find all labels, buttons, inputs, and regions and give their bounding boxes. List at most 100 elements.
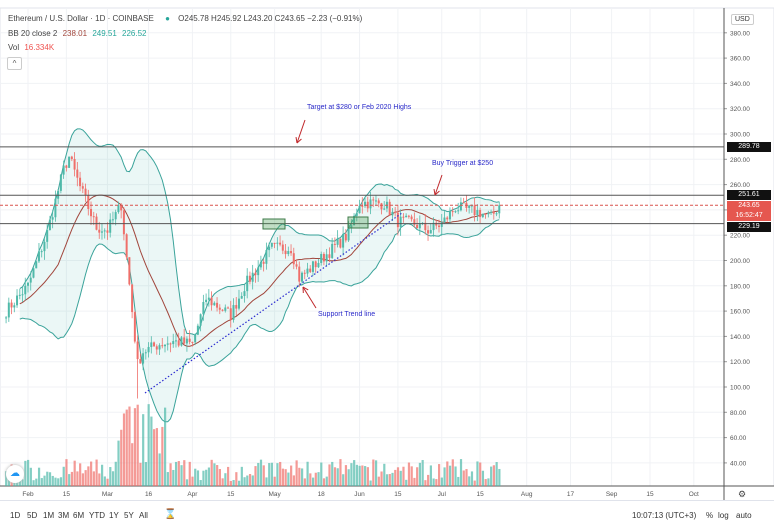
volume-bar — [76, 471, 79, 486]
candle-body — [303, 272, 306, 274]
bottom-toolbar: 1D 5D 1M 3M 6M YTD 1Y 5Y All ⌛ 10:07:13 … — [0, 500, 774, 529]
trigger-arrow-head — [434, 190, 440, 196]
volume-bar — [301, 468, 304, 486]
volume-bar — [65, 459, 68, 486]
volume-bar — [429, 465, 432, 486]
candle-body — [410, 216, 413, 220]
candle-body — [144, 352, 147, 354]
volume-bar — [416, 467, 419, 486]
candle-body — [265, 250, 268, 264]
target-arrow-head — [296, 138, 302, 144]
price-tick-label: 340.00 — [730, 81, 750, 88]
volume-bar — [333, 467, 337, 486]
candle-body — [202, 301, 205, 315]
symbol-title[interactable]: Ethereum / U.S. Dollar · 1D · COINBASE — [8, 14, 154, 23]
candle-body — [92, 216, 95, 218]
market-open-dot-icon: ● — [165, 14, 170, 23]
timeframe-5d[interactable]: 5D — [27, 511, 38, 520]
volume-bar — [35, 478, 38, 486]
candle-body — [451, 211, 454, 213]
time-tick-label: 15 — [227, 491, 235, 498]
price-tick-label: 360.00 — [730, 56, 750, 63]
volume-bar — [32, 480, 35, 486]
volume-bar — [62, 466, 65, 486]
candle-body — [109, 219, 112, 233]
candle-body — [194, 334, 197, 343]
timeframe-1y[interactable]: 1Y — [109, 511, 119, 520]
candle-body — [350, 225, 353, 229]
candle-body — [322, 253, 325, 262]
volume-bar — [205, 469, 208, 486]
trigger-arrow — [434, 174, 443, 196]
volume-bar — [361, 465, 364, 486]
price-tick-label: 320.00 — [730, 106, 750, 113]
candle-body — [311, 261, 314, 272]
volume-bar — [481, 470, 485, 486]
chart-legend: Ethereum / U.S. Dollar · 1D · COINBASE ●… — [8, 14, 365, 23]
volume-bar — [470, 471, 474, 486]
volume-bar — [100, 464, 104, 486]
candle-body — [128, 257, 131, 285]
timeframe-1m[interactable]: 1M — [43, 511, 55, 520]
timeframe-ytd[interactable]: YTD — [89, 511, 105, 520]
candle-body — [432, 222, 435, 231]
candle-body — [364, 201, 367, 207]
volume-bar — [311, 477, 315, 486]
candle-body — [150, 342, 153, 347]
timeframe-5y[interactable]: 5Y — [124, 511, 134, 520]
candle-body — [413, 219, 416, 225]
bb-legend[interactable]: BB 20 close 2 238.01 249.51 226.52 — [8, 29, 149, 38]
settings-gear-icon[interactable]: ⚙ — [738, 489, 746, 499]
collapse-legend-button[interactable]: ^ — [7, 57, 22, 70]
volume-bar — [29, 467, 32, 486]
candle-body — [487, 212, 490, 215]
percent-toggle[interactable]: % — [706, 511, 714, 520]
candle-body — [292, 253, 295, 265]
price-chart[interactable]: 380.00 360.00 340.00 320.00 300.00 280.00 260.… — [0, 0, 774, 500]
volume-bar — [270, 462, 274, 486]
volume-bar — [394, 469, 397, 486]
volume-bar — [161, 426, 164, 486]
volume-bar — [227, 466, 230, 486]
volume-bar — [144, 462, 148, 486]
candle-body — [177, 340, 180, 346]
candle-body — [210, 297, 213, 306]
volume-bar — [40, 478, 43, 486]
volume-bar — [103, 476, 106, 486]
candle-body — [473, 205, 476, 216]
volume-bar — [331, 461, 334, 486]
volume-bar — [48, 472, 52, 486]
timeframe-3m[interactable]: 3M — [58, 511, 70, 520]
volume-bar — [410, 466, 413, 486]
volume-bar — [399, 470, 402, 486]
timeframe-all[interactable]: All — [139, 511, 148, 520]
time-tick-label: 18 — [318, 491, 326, 498]
tradingview-logo-icon[interactable]: ☁ — [6, 465, 24, 483]
candle-body — [199, 314, 202, 326]
clock[interactable]: 10:07:13 (UTC+3) — [632, 511, 697, 520]
candle-body — [10, 302, 13, 308]
currency-label[interactable]: USD — [731, 14, 754, 25]
candle-body — [429, 230, 432, 234]
log-toggle[interactable]: log — [718, 511, 729, 520]
candle-body — [276, 242, 279, 244]
candle-body — [484, 213, 487, 215]
volume-bar — [54, 477, 57, 486]
candle-body — [290, 251, 293, 254]
date-range-calendar-icon[interactable]: ⌛ — [164, 509, 177, 520]
candle-body — [43, 241, 46, 252]
volume-bar — [479, 462, 482, 486]
timeframe-1d[interactable]: 1D — [10, 511, 21, 520]
candle-body — [377, 200, 380, 204]
candle-body — [65, 165, 68, 168]
candle-body — [314, 261, 317, 268]
time-tick-label: 15 — [394, 491, 402, 498]
volume-bar — [13, 480, 16, 486]
vol-legend[interactable]: Vol 16.334K — [8, 43, 57, 52]
support-arrow-head — [302, 286, 309, 291]
timeframe-6m[interactable]: 6M — [73, 511, 85, 520]
volume-bar — [237, 480, 241, 486]
candle-body — [492, 211, 495, 214]
auto-toggle[interactable]: auto — [736, 511, 752, 520]
candle-body — [207, 297, 210, 300]
